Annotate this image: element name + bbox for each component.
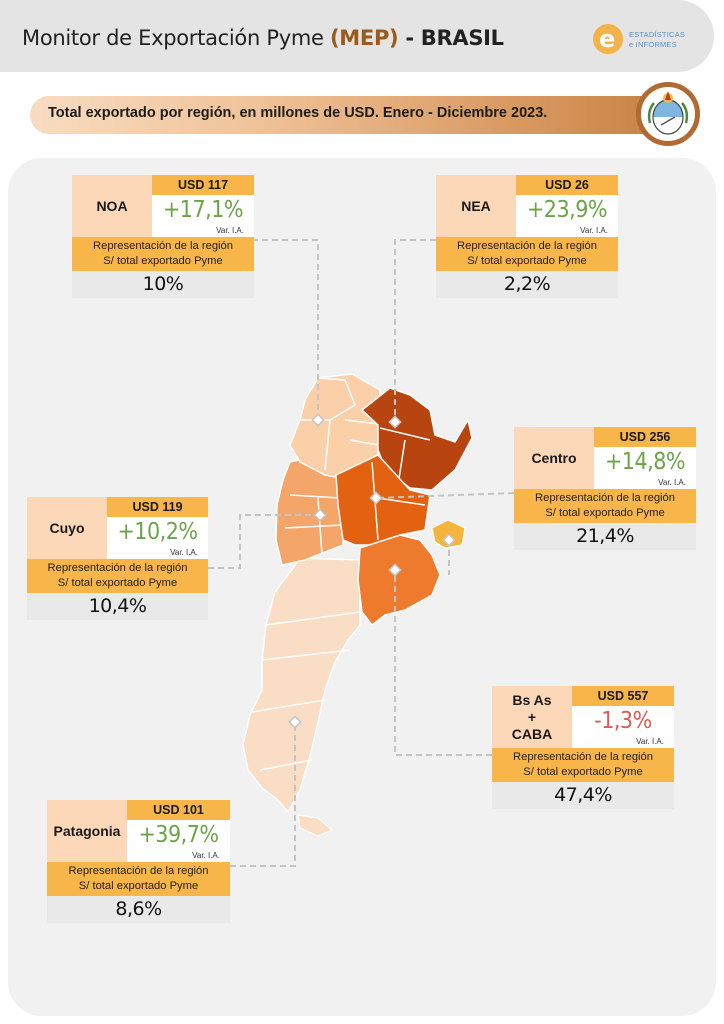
variation-label: Var. I.A. [580, 226, 608, 235]
representation-label: Representación de la región S/ total expo… [492, 748, 674, 782]
repr-line-2: S/ total exportado Pyme [523, 766, 643, 778]
variation-value: +10,2% [117, 519, 198, 545]
repr-line-2: S/ total exportado Pyme [103, 255, 223, 267]
representation-label: Representación de la región S/ total expo… [72, 237, 254, 271]
variation-label: Var. I.A. [192, 851, 220, 860]
title-mep: (MEP) [330, 26, 399, 50]
repr-line-1: Representación de la región [457, 240, 597, 252]
connector-patagonia [230, 722, 296, 867]
card-patagonia: Patagonia USD 101 +39,7% Var. I.A. Repre… [47, 800, 230, 923]
connector-centro [375, 492, 515, 499]
variation-box: +14,8% Var. I.A. [594, 447, 696, 489]
connector-bsas [394, 570, 492, 756]
logo-line-1: ESTADÍSTICAS [629, 30, 686, 39]
argentina-coat-of-arms-icon [636, 82, 700, 146]
region-name: NEA [436, 175, 516, 237]
card-centro: Centro USD 256 +14,8% Var. I.A. Represen… [514, 427, 696, 550]
region-name-line-1: Bs As [512, 691, 552, 708]
title-prefix: Monitor de Exportación Pyme [22, 26, 330, 50]
repr-line-1: Representación de la región [47, 562, 188, 574]
region-name-line-2: + [527, 708, 537, 725]
region-name: Centro [514, 427, 594, 489]
region-nea [360, 387, 473, 491]
card-cuyo: Cuyo USD 119 +10,2% Var. I.A. Representa… [27, 497, 208, 620]
variation-box: +39,7% Var. I.A. [127, 820, 230, 862]
repr-line-1: Representación de la región [68, 865, 209, 877]
noa-inner-lines [300, 377, 381, 471]
share-value: 10% [72, 271, 254, 298]
tierra-del-fuego [297, 814, 334, 837]
title-separator: - [398, 26, 421, 50]
region-name: Cuyo [27, 497, 107, 559]
variation-value: -1,3% [594, 708, 652, 734]
region-patagonia [242, 557, 361, 814]
variation-value: +39,7% [138, 822, 219, 848]
variation-box: -1,3% Var. I.A. [572, 706, 674, 748]
variation-value: +14,8% [604, 449, 686, 475]
connector-noa [252, 239, 319, 420]
subtitle: Total exportado por región, en millones … [48, 105, 548, 121]
ei-logo-icon: e ESTADÍSTICAS e INFORMES [593, 24, 689, 60]
card-noa: NOA USD 117 +17,1% Var. I.A. Representac… [72, 175, 254, 298]
variation-box: +17,1% Var. I.A. [152, 195, 254, 237]
representation-label: Representación de la región S/ total expo… [27, 559, 208, 593]
card-bsas-caba: Bs As + CABA USD 557 -1,3% Var. I.A. Rep… [492, 686, 674, 809]
subtitle-bar [30, 96, 670, 134]
connectors [208, 239, 515, 867]
connector-nea [394, 239, 436, 422]
repr-line-2: S/ total exportado Pyme [545, 507, 665, 519]
patagonia-inner-lines [251, 611, 361, 771]
repr-line-2: S/ total exportado Pyme [57, 577, 178, 589]
repr-line-2: S/ total exportado Pyme [78, 880, 199, 892]
share-value: 10,4% [27, 593, 208, 620]
variation-label: Var. I.A. [216, 226, 244, 235]
usd-value: USD 256 [594, 427, 696, 447]
variation-label: Var. I.A. [658, 478, 686, 487]
logo-glyph: e [599, 25, 616, 53]
variation-value: +17,1% [162, 197, 244, 223]
usd-value: USD 119 [107, 497, 208, 517]
representation-label: Representación de la región S/ total expo… [47, 862, 230, 896]
title-country: BRASIL [420, 26, 504, 50]
share-value: 21,4% [514, 523, 696, 550]
representation-label: Representación de la región S/ total expo… [436, 237, 618, 271]
usd-value: USD 557 [572, 686, 674, 706]
share-value: 8,6% [47, 896, 230, 923]
repr-line-2: S/ total exportado Pyme [467, 255, 587, 267]
variation-box: +10,2% Var. I.A. [107, 517, 208, 559]
variation-label: Var. I.A. [170, 548, 198, 557]
usd-value: USD 101 [127, 800, 230, 820]
region-bsas [357, 534, 441, 627]
repr-line-1: Representación de la región [513, 751, 653, 763]
repr-line-1: Representación de la región [535, 492, 675, 504]
logo-line-2: e INFORMES [629, 40, 677, 49]
connector-markers [288, 413, 456, 729]
region-name: Bs As + CABA [492, 686, 572, 748]
variation-label: Var. I.A. [636, 737, 664, 746]
connector-cuyo [208, 514, 320, 569]
usd-value: USD 117 [152, 175, 254, 195]
variation-value: +23,9% [526, 197, 608, 223]
region-name: NOA [72, 175, 152, 237]
variation-box: +23,9% Var. I.A. [516, 195, 618, 237]
region-name-line-3: CABA [511, 725, 553, 742]
cuyo-inner-lines [284, 494, 344, 556]
repr-line-1: Representación de la región [93, 240, 233, 252]
card-nea: NEA USD 26 +23,9% Var. I.A. Representaci… [436, 175, 618, 298]
share-value: 2,2% [436, 271, 618, 298]
usd-value: USD 26 [516, 175, 618, 195]
share-value: 47,4% [492, 782, 674, 809]
region-name: Patagonia [47, 800, 127, 862]
representation-label: Representación de la región S/ total expo… [514, 489, 696, 523]
logo-circle [593, 24, 623, 54]
page-title: Monitor de Exportación Pyme (MEP) - BRAS… [22, 26, 504, 50]
